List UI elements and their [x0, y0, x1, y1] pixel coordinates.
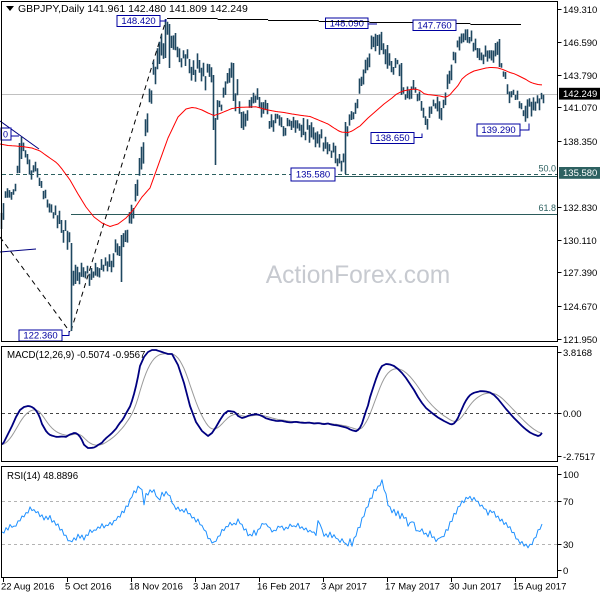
- svg-text:5 Oct 2016: 5 Oct 2016: [65, 582, 111, 593]
- svg-text:147.760: 147.760: [417, 20, 451, 31]
- svg-text:138.650: 138.650: [375, 133, 409, 144]
- svg-text:124.670: 124.670: [563, 302, 597, 313]
- svg-text:148.420: 148.420: [121, 16, 155, 27]
- svg-text:0: 0: [3, 130, 8, 140]
- svg-text:16 Feb 2017: 16 Feb 2017: [257, 582, 310, 593]
- svg-text:139.290: 139.290: [481, 125, 515, 136]
- svg-text:30 Jun 2017: 30 Jun 2017: [449, 582, 501, 593]
- svg-text:RSI(14) 48.8896: RSI(14) 48.8896: [7, 471, 78, 482]
- svg-text:148.090: 148.090: [330, 18, 364, 29]
- svg-text:135.580: 135.580: [563, 168, 597, 179]
- svg-text:GBPJPY,Daily 141.961 142.480: GBPJPY,Daily 141.961 142.480 141.809 142…: [18, 3, 248, 15]
- svg-text:3 Apr 2017: 3 Apr 2017: [321, 582, 367, 593]
- svg-text:MACD(12,26,9) -0.5074 -0.9567: MACD(12,26,9) -0.5074 -0.9567: [7, 350, 145, 361]
- svg-text:3 Jan 2017: 3 Jan 2017: [193, 582, 240, 593]
- svg-text:-2.7517: -2.7517: [563, 452, 595, 463]
- svg-text:135.580: 135.580: [296, 170, 330, 181]
- svg-text:141.070: 141.070: [563, 103, 597, 114]
- svg-text:17 May 2017: 17 May 2017: [385, 582, 440, 593]
- svg-text:138.350: 138.350: [563, 137, 597, 148]
- svg-text:0: 0: [563, 566, 568, 577]
- svg-text:122.360: 122.360: [23, 331, 57, 342]
- svg-text:50.0: 50.0: [538, 164, 556, 174]
- svg-text:142.249: 142.249: [563, 89, 597, 100]
- svg-text:30: 30: [563, 540, 574, 551]
- svg-text:70: 70: [563, 497, 574, 508]
- svg-text:130.110: 130.110: [563, 236, 597, 247]
- svg-text:61.8: 61.8: [538, 203, 556, 213]
- svg-text:132.830: 132.830: [563, 203, 597, 214]
- svg-text:121.950: 121.950: [563, 335, 597, 346]
- svg-text:22 Aug 2016: 22 Aug 2016: [1, 582, 54, 593]
- svg-text:149.310: 149.310: [563, 5, 597, 16]
- svg-text:18 Nov 2016: 18 Nov 2016: [129, 582, 183, 593]
- svg-text:3.8168: 3.8168: [563, 348, 592, 359]
- svg-text:0.00: 0.00: [563, 409, 582, 420]
- svg-text:15 Aug 2017: 15 Aug 2017: [513, 582, 566, 593]
- svg-text:100: 100: [563, 470, 579, 481]
- svg-text:ActionForex.com: ActionForex.com: [266, 262, 451, 289]
- svg-text:146.590: 146.590: [563, 38, 597, 49]
- svg-text:143.790: 143.790: [563, 71, 597, 82]
- svg-text:127.390: 127.390: [563, 268, 597, 279]
